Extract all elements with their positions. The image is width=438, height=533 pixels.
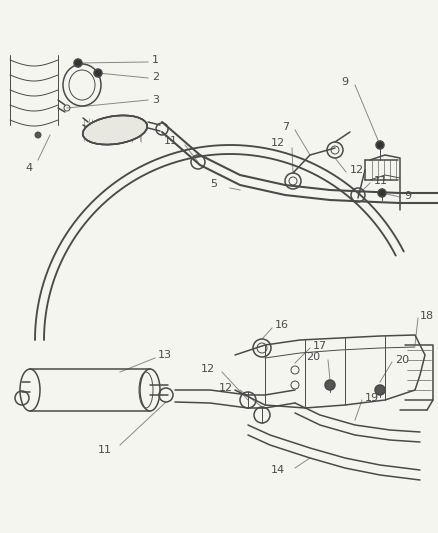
Ellipse shape — [83, 116, 147, 144]
Circle shape — [35, 132, 41, 138]
Text: 16: 16 — [274, 320, 288, 330]
Text: 9: 9 — [340, 77, 347, 87]
Text: 18: 18 — [419, 311, 433, 321]
Text: 20: 20 — [394, 355, 408, 365]
Text: 11: 11 — [98, 445, 112, 455]
Circle shape — [375, 141, 383, 149]
Text: 12: 12 — [270, 138, 284, 148]
Text: 12: 12 — [219, 383, 233, 393]
Text: 12: 12 — [201, 364, 215, 374]
Text: 19: 19 — [364, 393, 378, 403]
Circle shape — [324, 380, 334, 390]
Circle shape — [74, 59, 82, 67]
Text: 2: 2 — [152, 72, 159, 82]
Text: 9: 9 — [403, 191, 410, 201]
Text: 1: 1 — [152, 55, 159, 65]
Circle shape — [377, 189, 385, 197]
Text: 20: 20 — [305, 352, 319, 362]
Text: 17: 17 — [312, 341, 326, 351]
Text: 11: 11 — [373, 176, 387, 186]
Text: 13: 13 — [158, 350, 172, 360]
Circle shape — [374, 385, 384, 395]
Text: 14: 14 — [270, 465, 284, 475]
Text: 7: 7 — [281, 122, 289, 132]
Text: 12: 12 — [349, 165, 363, 175]
Text: 5: 5 — [209, 179, 216, 189]
Text: 3: 3 — [152, 95, 159, 105]
Text: 4: 4 — [25, 163, 32, 173]
Text: 11: 11 — [164, 136, 177, 146]
Circle shape — [94, 69, 102, 77]
